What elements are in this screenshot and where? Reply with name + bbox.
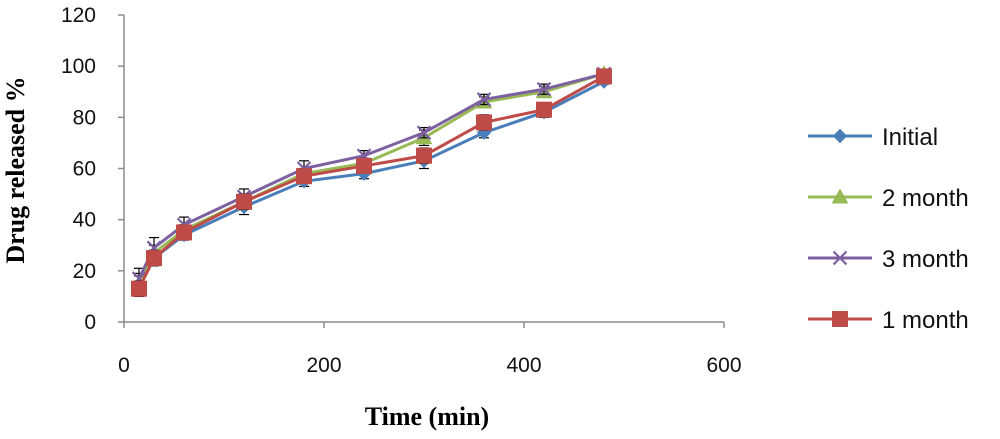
y-tick-label: 60 [73, 158, 96, 181]
x-tick-label: 0 [118, 354, 130, 377]
legend-marker [832, 250, 848, 266]
x-marker-stroke [832, 250, 848, 266]
y-tick-label: 120 [61, 4, 96, 27]
legend-marker [832, 128, 848, 144]
y-tick-label: 100 [61, 55, 96, 78]
data-point [536, 101, 552, 118]
y-tick-labels: 0 20 40 60 80 100 120 [61, 4, 124, 334]
x-marker-stroke [476, 92, 492, 107]
data-point [176, 224, 192, 241]
legend-item: 3 month [808, 246, 969, 273]
legend-item: 1 month [808, 307, 969, 334]
legend-item: Initial [808, 124, 938, 151]
x-tick-labels: 0 200 400 600 [118, 322, 742, 377]
series-2-month [130, 65, 613, 295]
y-tick-label: 0 [84, 311, 96, 334]
y-tick-label: 80 [73, 106, 96, 129]
x-tick-label: 400 [506, 354, 541, 377]
legend-label: 3 month [882, 246, 969, 273]
legend-marker [832, 311, 848, 327]
x-marker-stroke [536, 81, 552, 97]
data-point [146, 250, 162, 267]
series-line [137, 72, 605, 285]
x-tick-label: 200 [306, 354, 341, 377]
data-point [131, 280, 147, 297]
series-line [137, 72, 605, 280]
y-tick-label: 40 [73, 209, 96, 232]
series-line [137, 75, 605, 290]
data-point [416, 147, 432, 164]
legend-label: Initial [882, 124, 938, 151]
legend-item: 2 month [808, 185, 969, 212]
data-point [356, 157, 372, 174]
data-point [596, 68, 612, 85]
series-1-month [131, 68, 612, 298]
data-point [476, 114, 492, 131]
legend: Initial 2 month 3 month 1 month [808, 124, 969, 334]
legend-label: 1 month [882, 307, 969, 334]
series-3-month [131, 66, 612, 290]
x-marker-stroke [416, 125, 432, 140]
data-point [236, 193, 252, 210]
data-point [416, 125, 432, 140]
x-tick-label: 600 [706, 354, 741, 377]
legend-label: 2 month [882, 185, 969, 212]
plot-series [130, 65, 613, 298]
x-axis-title: Time (min) [365, 402, 489, 431]
y-axis-title: Drug released % [1, 76, 30, 263]
y-tick-label: 20 [73, 260, 96, 283]
legend-marker [831, 188, 849, 204]
data-point [476, 92, 492, 107]
data-point [536, 81, 552, 97]
data-point [296, 168, 312, 185]
